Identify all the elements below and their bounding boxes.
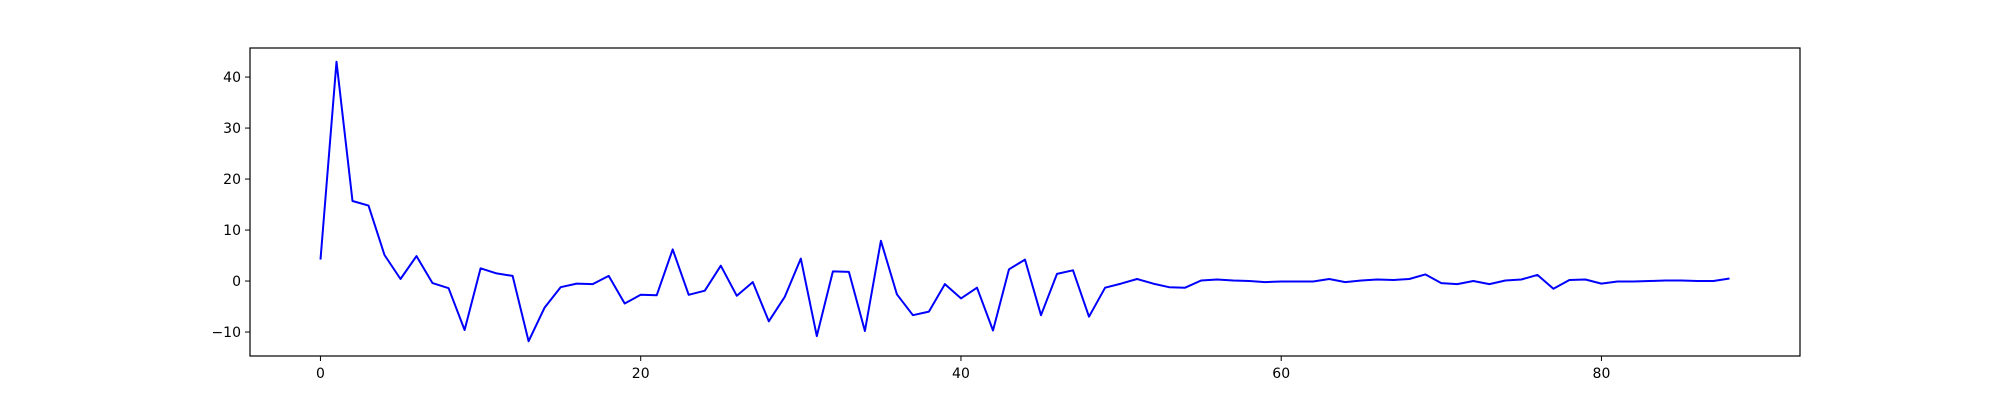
y-tick-label: 0 <box>232 274 241 290</box>
x-tick-label: 80 <box>1593 366 1611 382</box>
x-tick-label: 0 <box>316 366 325 382</box>
y-tick-label: 10 <box>223 223 241 239</box>
plot-frame <box>249 47 1801 357</box>
x-tick-label: 60 <box>1272 366 1290 382</box>
y-tick-label: 30 <box>223 121 241 137</box>
y-tick-label: 40 <box>223 70 241 86</box>
series-line <box>319 60 1730 343</box>
x-axis-ticks: 0 20 40 60 80 <box>316 356 1610 382</box>
y-axis-ticks: −10 0 10 20 30 40 <box>211 70 250 341</box>
y-tick-label: 20 <box>223 172 241 188</box>
x-tick-label: 20 <box>632 366 650 382</box>
x-tick-label: 40 <box>952 366 970 382</box>
y-tick-label: −10 <box>211 325 241 341</box>
